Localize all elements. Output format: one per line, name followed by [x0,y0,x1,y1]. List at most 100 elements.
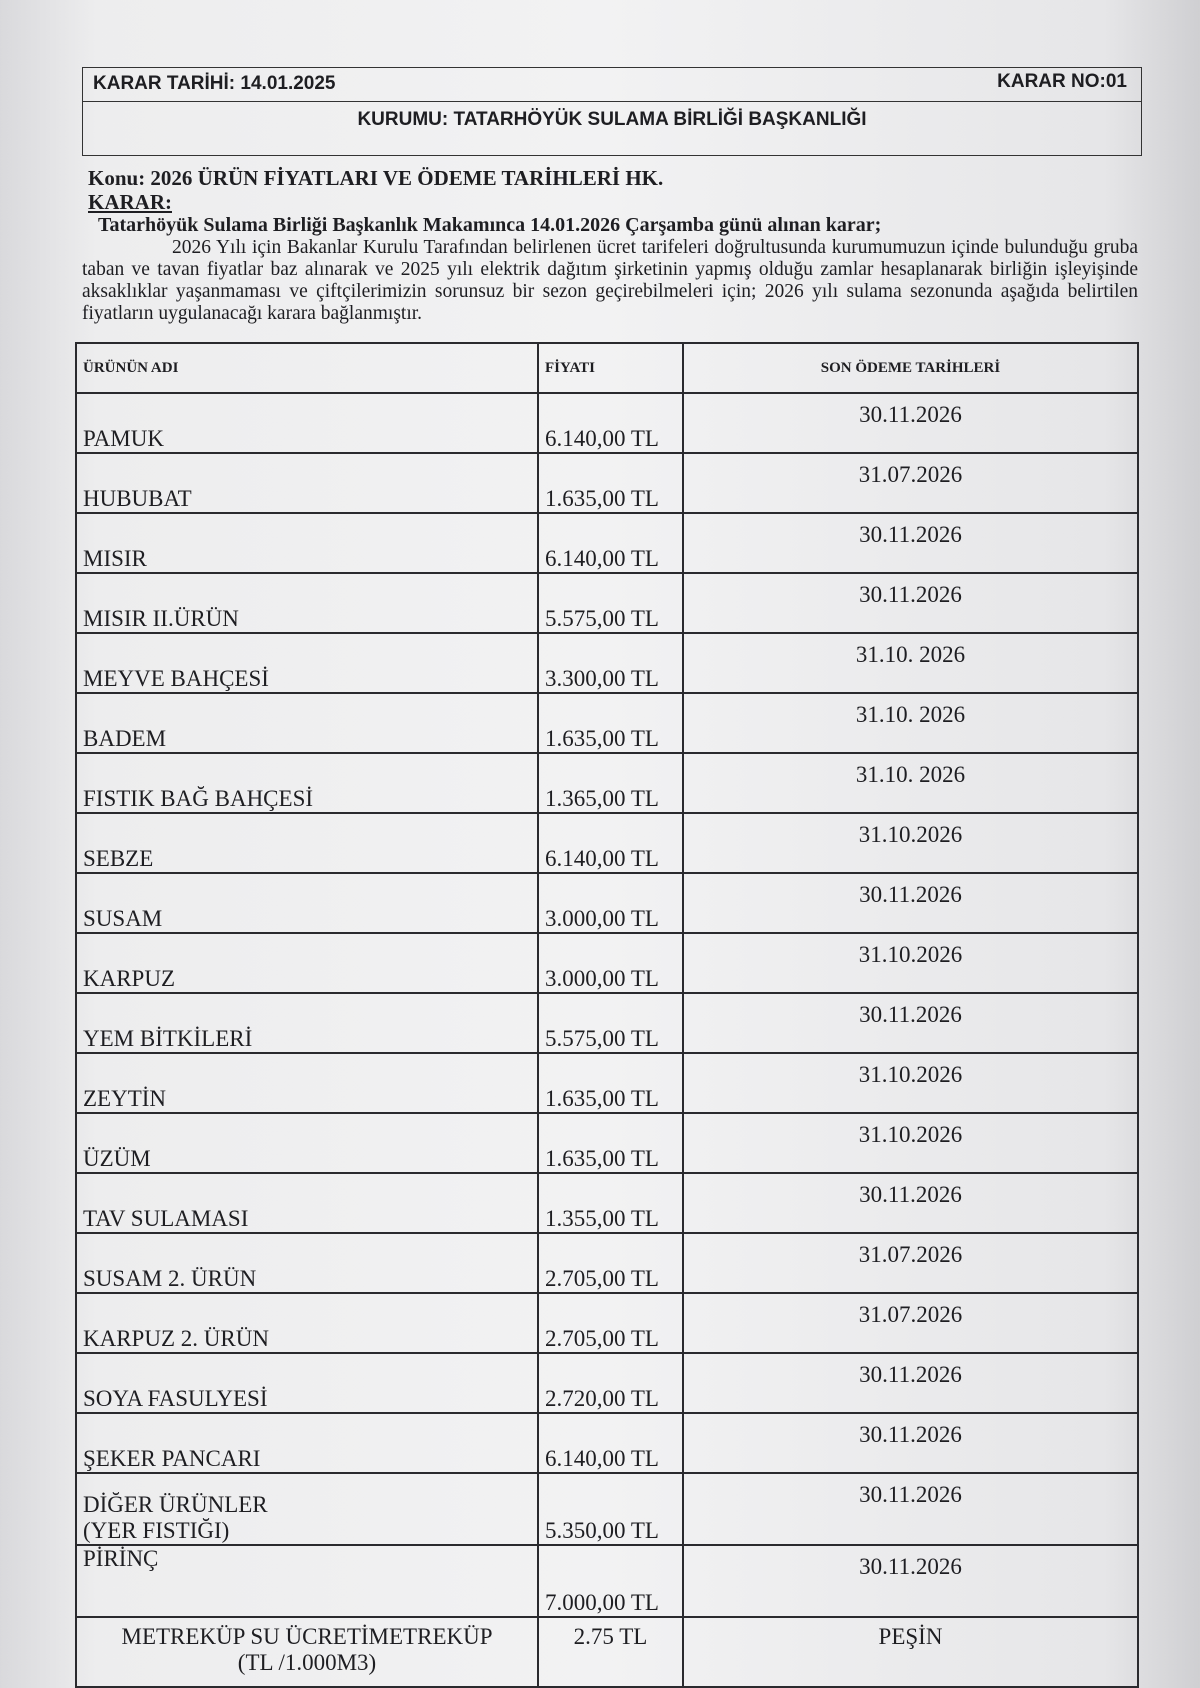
product-price: 6.140,00 TL [537,1412,684,1474]
decision-label: KARAR: [88,190,172,214]
due-date: 30.11.2026 [682,1544,1139,1618]
table-row: ZEYTİN 1.635,00 TL 31.10.2026 [75,1052,1139,1114]
product-name: BADEM [75,692,539,754]
product-price: 3.000,00 TL [537,932,684,994]
header-product: ÜRÜNÜN ADI [75,342,539,394]
product-price: 2.720,00 TL [537,1352,684,1414]
product-name: KARPUZ 2. ÜRÜN [75,1292,539,1354]
product-price: 7.000,00 TL [537,1544,684,1618]
product-name: MEYVE BAHÇESİ [75,632,539,694]
product-name: ZEYTİN [75,1052,539,1114]
decision-number: KARAR NO:01 [997,71,1127,92]
product-price: 5.575,00 TL [537,992,684,1054]
name-line-2: (TL /1.000M3) [237,1650,377,1675]
due-date: PEŞİN [682,1616,1139,1688]
decision-paragraph: 2026 Yılı için Bakanlar Kurulu Tarafında… [82,237,1138,324]
table-row: SOYA FASULYESİ 2.720,00 TL 30.11.2026 [75,1352,1139,1414]
due-date: 31.10. 2026 [682,632,1139,694]
due-date: 30.11.2026 [682,1472,1139,1546]
product-price: 3.000,00 TL [537,872,684,934]
due-date: 30.11.2026 [682,572,1139,634]
product-name: PAMUK [75,392,539,454]
product-price: 2.75 TL [537,1616,684,1688]
product-price: 1.635,00 TL [537,1112,684,1174]
institution: KURUMU: TATARHÖYÜK SULAMA BİRLİĞİ BAŞKAN… [357,109,867,130]
table-row: DİĞER ÜRÜNLER (YER FISTIĞI) 5.350,00 TL 30.… [75,1472,1139,1546]
header-row: KARAR TARİHİ: 14.01.2025 KARAR NO:01 [82,67,1142,102]
product-name: MISIR II.ÜRÜN [75,572,539,634]
table-row: YEM BİTKİLERİ 5.575,00 TL 30.11.2026 [75,992,1139,1054]
table-row: SEBZE 6.140,00 TL 31.10.2026 [75,812,1139,874]
table-row: MISIR II.ÜRÜN 5.575,00 TL 30.11.2026 [75,572,1139,634]
product-name: MISIR [75,512,539,574]
due-date: 31.10.2026 [682,1052,1139,1114]
product-price: 5.350,00 TL [537,1472,684,1546]
product-price: 1.635,00 TL [537,452,684,514]
table-row: HUBUBAT 1.635,00 TL 31.07.2026 [75,452,1139,514]
product-price: 6.140,00 TL [537,812,684,874]
table-row: ŞEKER PANCARI 6.140,00 TL 30.11.2026 [75,1412,1139,1474]
due-date: 31.07.2026 [682,452,1139,514]
due-date: 31.10.2026 [682,812,1139,874]
product-price: 3.300,00 TL [537,632,684,694]
product-price: 1.635,00 TL [537,1052,684,1114]
product-price: 1.635,00 TL [537,692,684,754]
due-date: 30.11.2026 [682,1172,1139,1234]
name-line-1: METREKÜP SU ÜCRETİMETREKÜP [121,1624,493,1649]
due-date: 31.10.2026 [682,932,1139,994]
product-name: SEBZE [75,812,539,874]
authority-line: Tatarhöyük Sulama Birliği Başkanlık Maka… [98,214,882,236]
product-price: 5.575,00 TL [537,572,684,634]
header-price: FİYATI [537,342,684,394]
due-date: 31.10. 2026 [682,692,1139,754]
name-line-2: (YER FISTIĞI) [83,1518,230,1543]
table-row: PİRİNÇ 7.000,00 TL 30.11.2026 [75,1544,1139,1618]
product-name: TAV SULAMASI [75,1172,539,1234]
table-row: FISTIK BAĞ BAHÇESİ 1.365,00 TL 31.10. 2026 [75,752,1139,814]
table-row: SUSAM 2. ÜRÜN 2.705,00 TL 31.07.2026 [75,1232,1139,1294]
table-row: MISIR 6.140,00 TL 30.11.2026 [75,512,1139,574]
product-price: 2.705,00 TL [537,1232,684,1294]
product-price: 1.365,00 TL [537,752,684,814]
due-date: 30.11.2026 [682,512,1139,574]
product-name: METREKÜP SU ÜCRETİMETREKÜP (TL /1.000M3) [75,1616,539,1688]
product-name: KARPUZ [75,932,539,994]
table-row: KARPUZ 2. ÜRÜN 2.705,00 TL 31.07.2026 [75,1292,1139,1354]
product-name: ŞEKER PANCARI [75,1412,539,1474]
product-name: SOYA FASULYESİ [75,1352,539,1414]
product-price: 2.705,00 TL [537,1292,684,1354]
product-price: 6.140,00 TL [537,392,684,454]
table-row: PAMUK 6.140,00 TL 30.11.2026 [75,392,1139,454]
due-date: 31.10.2026 [682,1112,1139,1174]
product-name: HUBUBAT [75,452,539,514]
product-name: YEM BİTKİLERİ [75,992,539,1054]
due-date: 30.11.2026 [682,992,1139,1054]
product-name: PİRİNÇ [75,1544,539,1618]
table-row: BADEM 1.635,00 TL 31.10. 2026 [75,692,1139,754]
price-table: ÜRÜNÜN ADI FİYATI SON ÖDEME TARİHLERİ PA… [75,342,1139,1688]
name-line-1: DİĞER ÜRÜNLER [83,1492,268,1517]
decision-body: Konu: 2026 ÜRÜN FİYATLARI VE ÖDEME TARİH… [80,160,1140,325]
table-row: ÜZÜM 1.635,00 TL 31.10.2026 [75,1112,1139,1174]
table-row: METREKÜP SU ÜCRETİMETREKÜP (TL /1.000M3) 2… [75,1616,1139,1688]
table-row: SUSAM 3.000,00 TL 30.11.2026 [75,872,1139,934]
product-name: ÜZÜM [75,1112,539,1174]
table-row: MEYVE BAHÇESİ 3.300,00 TL 31.10. 2026 [75,632,1139,694]
product-price: 1.355,00 TL [537,1172,684,1234]
due-date: 31.10. 2026 [682,752,1139,814]
subject: Konu: 2026 ÜRÜN FİYATLARI VE ÖDEME TARİH… [88,166,664,190]
due-date: 30.11.2026 [682,872,1139,934]
table-header: ÜRÜNÜN ADI FİYATI SON ÖDEME TARİHLERİ [75,342,1139,394]
product-name: SUSAM [75,872,539,934]
product-name: SUSAM 2. ÜRÜN [75,1232,539,1294]
due-date: 30.11.2026 [682,392,1139,454]
table-row: TAV SULAMASI 1.355,00 TL 30.11.2026 [75,1172,1139,1234]
due-date: 30.11.2026 [682,1412,1139,1474]
product-name: DİĞER ÜRÜNLER (YER FISTIĞI) [75,1472,539,1546]
institution-row: KURUMU: TATARHÖYÜK SULAMA BİRLİĞİ BAŞKAN… [82,100,1142,156]
product-price: 6.140,00 TL [537,512,684,574]
product-name: FISTIK BAĞ BAHÇESİ [75,752,539,814]
decision-date: KARAR TARİHİ: 14.01.2025 [93,73,336,94]
due-date: 30.11.2026 [682,1352,1139,1414]
due-date: 31.07.2026 [682,1292,1139,1354]
